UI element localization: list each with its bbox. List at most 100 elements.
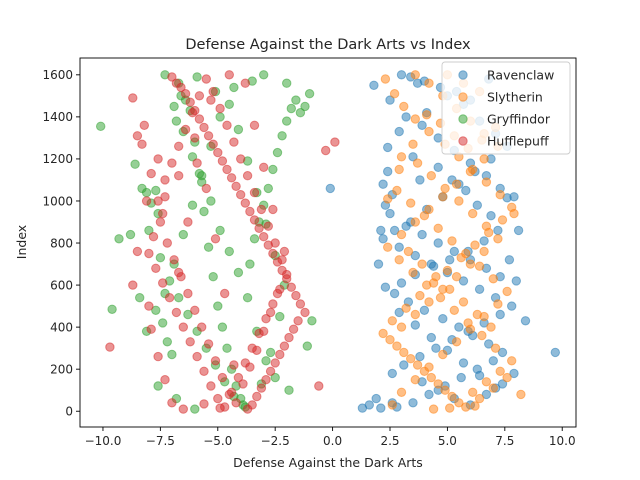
point-hufflepuff-52 (148, 232, 159, 242)
point-slytherin-33 (412, 158, 423, 168)
point-gryffindor-28 (245, 259, 255, 269)
legend-entry-slytherin: Slytherin (458, 90, 543, 105)
point-hufflepuff-51 (330, 137, 340, 147)
legend-label-gryffindor: Gryffindor (487, 112, 551, 127)
series-hufflepuff (105, 70, 340, 414)
point-slytherin-35 (440, 183, 450, 194)
x-tick-label: −7.5 (146, 434, 175, 448)
point-ravenclaw-42 (497, 347, 508, 358)
point-slytherin-52 (454, 398, 464, 408)
point-ravenclaw-98 (417, 229, 427, 240)
point-ravenclaw-63 (394, 242, 404, 252)
point-hufflepuff-61 (199, 366, 209, 376)
point-hufflepuff-55 (158, 278, 168, 288)
point-ravenclaw-34 (396, 278, 407, 288)
point-slytherin-106 (408, 139, 418, 149)
point-ravenclaw-26 (472, 200, 482, 210)
point-gryffindor-76 (275, 311, 285, 322)
point-hufflepuff-133 (229, 360, 239, 370)
x-tick-label: 10.0 (549, 434, 576, 448)
point-slytherin-64 (394, 255, 404, 265)
point-ravenclaw-90 (417, 120, 427, 131)
point-hufflepuff-26 (254, 223, 264, 234)
point-hufflepuff-36 (300, 307, 310, 318)
y-tick-label: 400 (50, 320, 73, 334)
point-ravenclaw-119 (415, 175, 425, 185)
point-hufflepuff-106 (245, 362, 255, 372)
point-slytherin-41 (465, 259, 476, 269)
point-hufflepuff-108 (259, 326, 269, 336)
point-hufflepuff-40 (279, 341, 290, 351)
point-ravenclaw-11 (378, 179, 388, 189)
point-slytherin-96 (438, 349, 448, 360)
point-ravenclaw-117 (513, 225, 524, 236)
point-slytherin-32 (396, 152, 407, 162)
point-gryffindor-60 (192, 72, 202, 82)
legend-label-hufflepuff: Hufflepuff (487, 134, 549, 149)
point-hufflepuff-35 (295, 299, 306, 309)
point-hufflepuff-15 (203, 131, 214, 141)
point-slytherin-27 (474, 393, 485, 404)
point-hufflepuff-136 (201, 183, 212, 194)
chart-title: Defense Against the Dark Arts vs Index (185, 37, 471, 53)
point-hufflepuff-2 (132, 131, 143, 141)
point-hufflepuff-6 (160, 192, 170, 202)
point-gryffindor-96 (153, 381, 163, 391)
x-axis-label: Defense Against the Dark Arts (233, 455, 423, 470)
point-slytherin-67 (410, 217, 420, 227)
point-gryffindor-91 (151, 305, 161, 315)
point-ravenclaw-107 (426, 332, 436, 343)
point-hufflepuff-73 (282, 269, 292, 280)
point-ravenclaw-28 (493, 225, 503, 236)
point-hufflepuff-113 (259, 162, 269, 173)
point-hufflepuff-81 (229, 137, 239, 147)
legend-label-ravenclaw: Ravenclaw (487, 68, 554, 83)
point-gryffindor-6 (141, 187, 152, 198)
point-hufflepuff-57 (171, 307, 182, 318)
point-slytherin-78 (424, 78, 434, 88)
point-hufflepuff-91 (160, 175, 170, 185)
point-hufflepuff-120 (158, 208, 168, 219)
point-gryffindor-32 (263, 183, 273, 194)
point-gryffindor-12 (171, 116, 182, 126)
point-slytherin-69 (438, 192, 448, 202)
point-slytherin-79 (410, 70, 420, 80)
x-axis: −10.0 −7.5 −5.0 −2.5 0.0 2.5 5.0 7.5 10.0 (85, 427, 576, 448)
point-slytherin-97 (424, 362, 434, 372)
point-ravenclaw-96 (385, 208, 395, 219)
point-hufflepuff-27 (259, 232, 269, 242)
point-hufflepuff-49 (314, 381, 324, 391)
point-hufflepuff-116 (224, 70, 235, 80)
point-slytherin-19 (387, 316, 397, 326)
point-ravenclaw-23 (433, 162, 443, 173)
point-gryffindor-50 (215, 225, 225, 236)
point-gryffindor-19 (203, 242, 214, 252)
point-hufflepuff-75 (270, 238, 280, 248)
point-hufflepuff-89 (174, 141, 184, 152)
point-gryffindor-4 (130, 159, 140, 169)
point-ravenclaw-47 (424, 389, 434, 400)
point-slytherin-47 (385, 335, 395, 345)
point-ravenclaw-64 (410, 250, 420, 261)
point-gryffindor-9 (158, 318, 168, 328)
point-hufflepuff-134 (220, 288, 230, 299)
point-gryffindor-94 (190, 404, 200, 414)
point-slytherin-61 (435, 293, 446, 303)
point-hufflepuff-115 (240, 78, 251, 88)
y-tick-label: 1000 (42, 194, 73, 208)
legend-marker-slytherin (458, 92, 468, 102)
point-slytherin-17 (415, 290, 425, 301)
point-slytherin-38 (481, 221, 492, 231)
point-ravenclaw-110 (474, 370, 485, 381)
point-ravenclaw-85 (509, 368, 519, 379)
point-gryffindor-3 (125, 229, 136, 240)
point-slytherin-4 (424, 126, 434, 137)
point-slytherin-116 (445, 284, 455, 294)
point-hufflepuff-25 (249, 215, 260, 225)
point-slytherin-31 (509, 208, 519, 219)
point-slytherin-92 (493, 299, 503, 309)
point-hufflepuff-38 (288, 324, 299, 334)
point-hufflepuff-135 (210, 234, 221, 244)
point-hufflepuff-17 (213, 147, 223, 158)
point-hufflepuff-84 (208, 86, 218, 97)
